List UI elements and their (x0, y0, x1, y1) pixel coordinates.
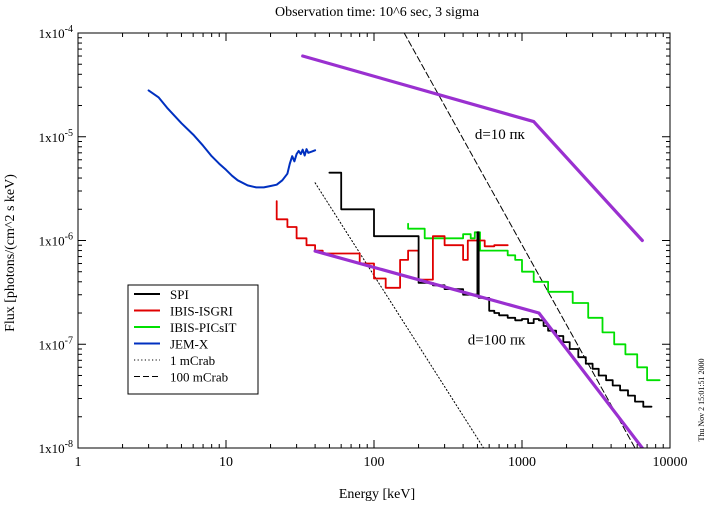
series-ibis-isgri-line (275, 200, 509, 289)
series-100-mcrab-line (403, 33, 636, 448)
series-layer (147, 33, 661, 448)
legend-label: SPI (170, 287, 189, 302)
y-tick-exponent: -8 (65, 439, 73, 450)
y-tick-label: 1x10-5 (39, 128, 73, 145)
legend-label: IBIS-PICsIT (170, 320, 237, 335)
x-tick-label: 100 (364, 455, 385, 470)
series-d-10-пк-line (301, 54, 644, 243)
y-tick-label: 1x10-7 (39, 335, 73, 352)
legend-label: JEM-X (170, 337, 209, 352)
y-axis-label: Flux [photons/(cm^2 s keV) (3, 174, 18, 332)
y-tick-mantissa: 1x10 (39, 441, 65, 456)
y-tick-mantissa: 1x10 (39, 234, 65, 249)
series-spi-line (328, 171, 653, 408)
y-tick-exponent: -5 (65, 128, 73, 139)
y-tick-mantissa: 1x10 (39, 337, 65, 352)
legend-label: 1 mCrab (170, 353, 215, 368)
y-tick-exponent: -4 (65, 24, 73, 35)
series-1-mcrab-line (314, 182, 485, 448)
legend-label: IBIS-ISGRI (170, 304, 233, 319)
y-tick-label: 1x10-8 (39, 439, 73, 456)
y-tick-exponent: -6 (65, 232, 73, 243)
legend-box (127, 284, 259, 395)
y-tick-label: 1x10-4 (39, 24, 73, 41)
distance-annotation: d=10 пк (475, 127, 526, 143)
series-d-100-пк-line (313, 249, 644, 448)
ticks-layer: 1 10 100 1000 100001x10-81x10-71x10-61x10-51… (39, 24, 688, 470)
x-tick-label: 1 (75, 455, 82, 470)
x-tick-label: 10 (219, 455, 233, 470)
y-tick-mantissa: 1x10 (39, 130, 65, 145)
legend-label: 100 mCrab (170, 370, 228, 385)
series-jem-x-line (147, 89, 317, 189)
x-axis-label: Energy [keV] (339, 487, 415, 502)
distance-annotation: d=100 пк (468, 332, 526, 348)
y-tick-exponent: -7 (65, 335, 73, 346)
y-tick-mantissa: 1x10 (39, 26, 65, 41)
chart-title: Observation time: 10^6 sec, 3 sigma (275, 5, 480, 20)
timestamp-note: Thu Nov 2 15:01:51 2000 (697, 358, 706, 441)
y-tick-label: 1x10-6 (39, 232, 73, 249)
x-tick-label: 10000 (653, 455, 688, 470)
annotation-layer: d=10 пк d=100 пк (468, 127, 526, 348)
x-tick-label: 1000 (508, 455, 536, 470)
series-ibis-picsit-line (407, 222, 661, 382)
